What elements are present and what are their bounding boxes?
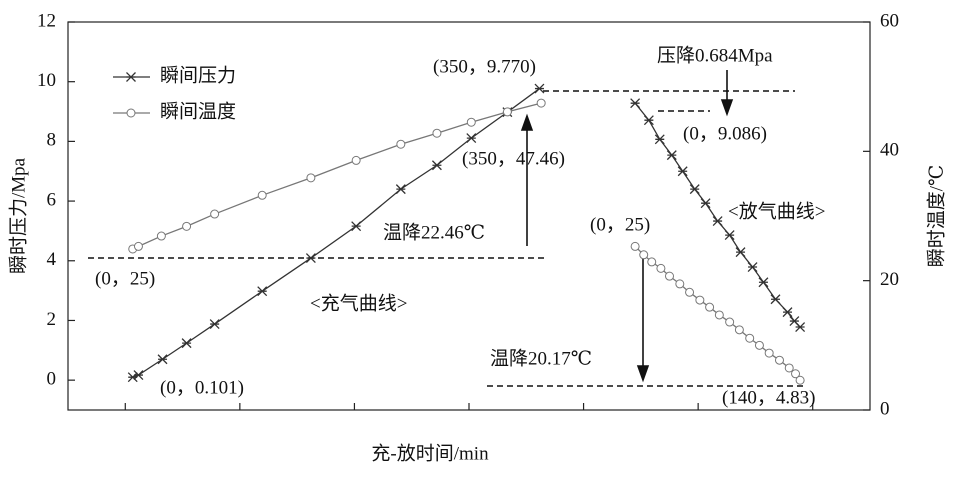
point — [536, 98, 546, 108]
point — [764, 348, 774, 358]
arrow-head — [636, 365, 650, 383]
point — [156, 231, 166, 241]
point — [734, 325, 744, 335]
point — [182, 221, 192, 231]
point — [685, 287, 695, 297]
point — [431, 160, 442, 171]
point — [257, 286, 268, 297]
y-axis-label: 瞬时压力/Mpa — [7, 157, 29, 274]
legend-label: 瞬间压力 — [160, 64, 236, 86]
point — [654, 134, 665, 145]
point — [714, 310, 724, 320]
point — [724, 230, 735, 241]
point — [795, 322, 806, 332]
y2-tick-label: 20 — [880, 269, 899, 290]
point — [754, 340, 764, 350]
point — [466, 117, 476, 127]
annotation: <充气曲线> — [310, 292, 407, 314]
annotation: (0，25) — [590, 214, 650, 235]
point — [656, 263, 666, 273]
x-axis-label: 充-放时间/min — [371, 442, 489, 464]
point — [725, 317, 735, 327]
legend-marker — [126, 108, 136, 118]
point — [639, 250, 649, 260]
point — [735, 247, 746, 258]
point — [630, 98, 641, 109]
point — [666, 150, 677, 161]
point — [630, 241, 640, 251]
point — [396, 139, 406, 149]
annotation: (350，9.770) — [433, 56, 536, 77]
point — [534, 83, 545, 94]
y2-axis-label: 瞬时温度/℃ — [925, 165, 947, 268]
y2-tick-label: 0 — [880, 398, 890, 419]
point — [643, 115, 654, 126]
point — [305, 253, 316, 264]
point — [351, 221, 362, 232]
point — [466, 133, 477, 144]
point — [133, 241, 143, 251]
point — [257, 190, 267, 200]
point — [395, 184, 406, 195]
annotation: (0，9.086) — [683, 123, 767, 144]
point — [791, 369, 801, 379]
point — [689, 184, 700, 195]
annotation: <放气曲线> — [728, 200, 825, 222]
arrows — [520, 70, 734, 383]
y-tick-label: 2 — [47, 309, 57, 330]
annotation: 温降22.46℃ — [383, 221, 485, 243]
annotation: (350，47.46) — [462, 148, 565, 169]
y2-tick-label: 60 — [880, 10, 899, 31]
y2-tick-label: 40 — [880, 140, 899, 161]
arrow-head — [520, 113, 534, 131]
guides — [88, 90, 803, 387]
annotation: (140，4.83) — [722, 387, 815, 408]
point — [712, 216, 723, 227]
point — [181, 338, 192, 349]
annotation: 温降20.17℃ — [490, 347, 592, 369]
y-tick-label: 4 — [47, 249, 57, 270]
point — [677, 166, 688, 177]
point — [432, 128, 442, 138]
y-tick-label: 12 — [37, 10, 56, 31]
legend-label: 瞬间温度 — [160, 100, 236, 122]
point — [700, 198, 711, 209]
point — [695, 295, 705, 305]
annotation: 压降0.684Mpa — [657, 44, 773, 66]
point — [747, 262, 758, 272]
y-tick-label: 8 — [47, 130, 57, 151]
point — [502, 107, 512, 117]
point — [745, 333, 755, 343]
y-tick-label: 6 — [47, 189, 57, 210]
point — [133, 370, 144, 381]
point — [782, 307, 793, 318]
point — [705, 302, 715, 312]
point — [795, 375, 805, 385]
point — [210, 209, 220, 219]
legend-marker — [126, 72, 136, 82]
point — [306, 173, 316, 183]
annotation: (0，25) — [95, 268, 155, 289]
y-tick-label: 0 — [47, 369, 57, 390]
point — [758, 277, 769, 288]
point — [647, 257, 657, 267]
point — [351, 155, 361, 165]
point — [770, 294, 781, 305]
arrow-head — [720, 99, 734, 117]
point — [774, 355, 784, 365]
point — [675, 279, 685, 289]
point — [209, 319, 220, 330]
point — [665, 271, 674, 281]
y-tick-label: 10 — [37, 70, 56, 91]
point — [157, 354, 168, 365]
annotation: (0，0.101) — [160, 377, 244, 398]
point — [784, 363, 794, 373]
